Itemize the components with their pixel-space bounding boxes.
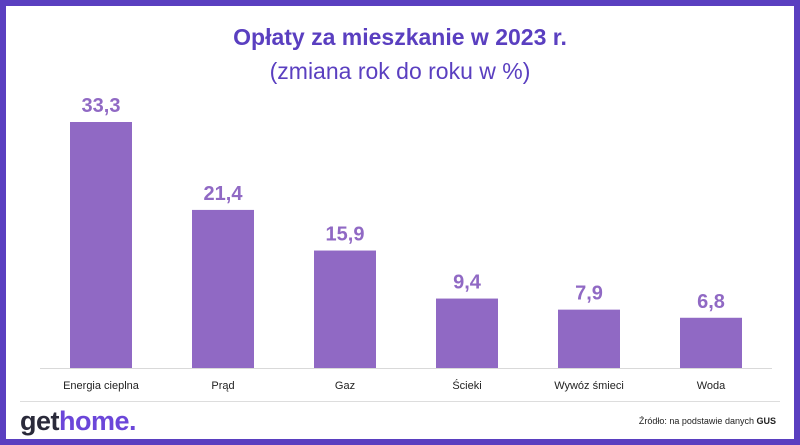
- value-label-3: 9,4: [453, 272, 482, 294]
- bar-4: [558, 309, 620, 368]
- source-note: Źródło: na podstawie danych GUS: [639, 416, 776, 426]
- footer-divider: [20, 401, 780, 402]
- category-label-2: Gaz: [335, 380, 355, 392]
- category-label-1: Prąd: [211, 380, 234, 392]
- source-prefix: Źródło: na podstawie danych: [638, 416, 754, 426]
- value-label-0: 33,3: [82, 95, 121, 117]
- bar-3: [436, 298, 498, 368]
- chart-card: Opłaty za mieszkanie w 2023 r. (zmiana r…: [6, 6, 794, 439]
- category-label-5: Woda: [697, 380, 726, 392]
- bar-1: [192, 209, 254, 368]
- value-label-4: 7,9: [575, 283, 603, 305]
- value-label-5: 6,8: [697, 291, 725, 313]
- category-label-4: Wywóz śmieci: [554, 380, 624, 392]
- chart-title: Opłaty za mieszkanie w 2023 r.: [233, 24, 567, 50]
- chart-subtitle: (zmiana rok do roku w %): [269, 58, 531, 84]
- category-label-0: Energia cieplna: [63, 380, 140, 392]
- bar-5: [680, 317, 742, 368]
- value-label-2: 15,9: [326, 224, 365, 246]
- value-label-1: 21,4: [204, 183, 244, 205]
- bar-2: [314, 250, 376, 368]
- gethome-logo: gethome.: [20, 406, 137, 436]
- bar-0: [70, 122, 132, 368]
- bar-chart: 33,3 Energia cieplna 21,4 Prąd 15,9 Gaz 9,4 Ści…: [40, 95, 772, 392]
- source-name: GUS: [756, 416, 776, 426]
- category-label-3: Ścieki: [452, 379, 481, 392]
